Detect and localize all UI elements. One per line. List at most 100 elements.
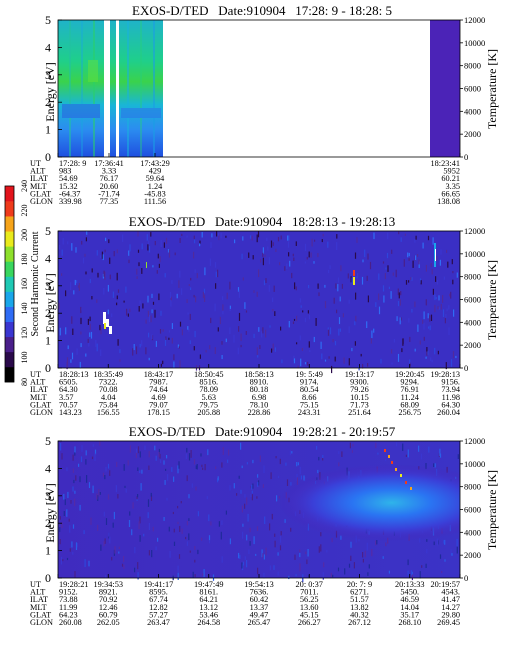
texture-speck <box>288 321 290 328</box>
colorbar-swatch <box>5 321 14 338</box>
texture-speck <box>194 239 196 244</box>
texture-speck <box>199 243 201 247</box>
table-cell: 14.27 <box>441 603 460 612</box>
texture-speck <box>242 236 244 241</box>
table-cell: 9152. <box>59 588 78 597</box>
y-tick-label: 0 <box>45 361 51 375</box>
texture-speck <box>170 300 172 307</box>
texture-speck <box>155 340 157 347</box>
texture-speck <box>425 264 427 272</box>
table-row-label: ALT <box>30 378 45 387</box>
texture-speck <box>356 237 358 243</box>
texture-speck <box>252 255 254 260</box>
texture-speck <box>321 239 323 243</box>
texture-speck <box>422 242 424 249</box>
texture-speck <box>418 259 420 265</box>
texture-speck <box>162 329 164 332</box>
table-cell: 68.09 <box>400 400 419 409</box>
table-cell: 983 <box>59 167 71 176</box>
texture-speck <box>400 291 402 296</box>
texture-speck <box>280 326 282 331</box>
texture-speck <box>151 334 153 340</box>
table-cell: 79.75 <box>199 400 218 409</box>
texture-speck <box>435 276 437 282</box>
texture-speck <box>129 308 131 312</box>
texture-speck <box>383 295 385 303</box>
texture-speck <box>76 280 78 284</box>
texture-speck <box>229 327 231 335</box>
table-cell: 9174. <box>300 378 319 387</box>
texture-speck <box>237 287 240 292</box>
table-cell: 19:47:49 <box>194 580 224 589</box>
texture-speck <box>354 252 357 259</box>
texture-speck <box>179 270 181 278</box>
texture-speck <box>59 245 61 250</box>
texture-speck <box>443 276 445 280</box>
texture-speck <box>148 357 150 361</box>
texture-speck <box>427 235 430 241</box>
texture-speck <box>104 271 106 280</box>
texture-speck <box>299 298 301 303</box>
texture-speck <box>221 355 223 360</box>
texture-speck <box>179 360 181 368</box>
texture-speck <box>428 326 430 329</box>
texture-speck <box>90 331 93 339</box>
texture-speck <box>248 252 250 258</box>
table-cell: 8595. <box>149 588 168 597</box>
texture-speck <box>419 278 422 283</box>
texture-speck <box>429 315 431 322</box>
texture-speck <box>337 284 339 292</box>
texture-speck <box>321 353 323 360</box>
texture-speck <box>445 362 447 370</box>
texture-speck <box>86 231 88 235</box>
texture-speck <box>257 355 259 358</box>
texture-speck <box>136 276 138 279</box>
right-tick-label: 4000 <box>464 317 481 327</box>
texture-speck <box>138 262 140 267</box>
panel-3-right-ticks: 0 2000 4000 6000 8000 10000 12000 <box>460 436 485 583</box>
texture-speck <box>127 313 129 317</box>
table-cell: 17:28: 9 <box>59 159 86 168</box>
table-cell: 111.56 <box>144 197 166 206</box>
texture-speck <box>141 268 143 274</box>
y-tick-label: 2 <box>45 516 51 530</box>
right-tick-label: 6000 <box>464 505 481 515</box>
panel-3-enhancement <box>58 441 460 578</box>
table-cell: 3.33 <box>102 167 117 176</box>
texture-speck <box>152 301 155 305</box>
texture-speck <box>437 350 439 355</box>
panel-1: EXOS-D/TED Date:910904 17:28: 9 - 18:28:… <box>30 3 499 206</box>
texture-speck <box>314 239 316 242</box>
texture-speck <box>109 274 111 280</box>
texture-speck <box>189 313 191 320</box>
texture-speck <box>138 306 140 312</box>
texture-speck <box>85 237 87 242</box>
texture-speck <box>139 300 141 305</box>
texture-speck <box>116 249 118 254</box>
texture-speck <box>291 272 293 279</box>
table-cell: 9294. <box>400 378 419 387</box>
table-cell: 20:13:33 <box>395 580 425 589</box>
texture-speck <box>434 304 436 313</box>
texture-speck <box>401 348 403 353</box>
table-cell: -45.83 <box>144 189 165 198</box>
texture-speck <box>128 259 130 264</box>
texture-speck <box>174 252 176 256</box>
texture-speck <box>186 299 188 303</box>
right-tick-label: 8000 <box>464 272 481 282</box>
table-cell: 40.32 <box>350 610 369 619</box>
table-cell: 19:28:21 <box>59 580 89 589</box>
texture-speck <box>453 309 455 317</box>
texture-speck <box>334 356 336 362</box>
texture-speck <box>117 339 119 346</box>
table-cell: 17:43:29 <box>140 159 170 168</box>
table-cell: -64.37 <box>59 189 80 198</box>
texture-speck <box>187 326 189 330</box>
texture-speck <box>249 235 252 239</box>
texture-speck <box>348 358 350 366</box>
colorbar-tick-label: 160 <box>20 278 29 290</box>
texture-speck <box>408 258 410 261</box>
table-cell: 75.84 <box>99 400 119 409</box>
texture-speck <box>423 322 425 330</box>
table-row-label: GLON <box>30 618 53 627</box>
